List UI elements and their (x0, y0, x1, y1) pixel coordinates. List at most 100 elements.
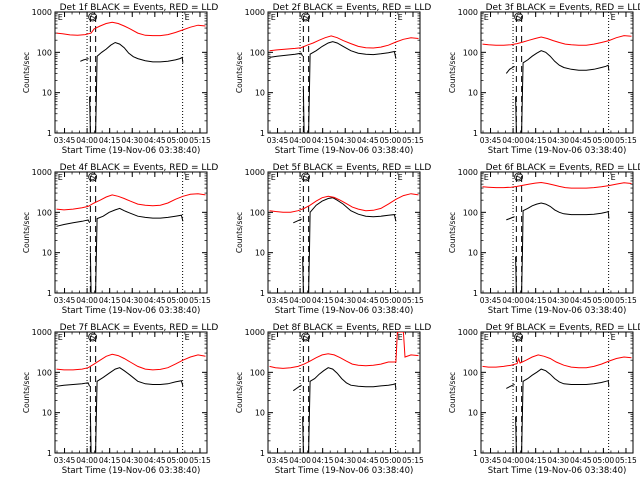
y-axis-label: Counts/sec (22, 52, 31, 93)
x-tick-label: 04:45 (570, 296, 592, 305)
events-line-segment (505, 65, 515, 74)
x-tick-label: 03:45 (54, 136, 76, 145)
y-tick-label: 1000 (245, 328, 265, 337)
y-axis-label: Counts/sec (22, 372, 31, 413)
y-tick-label: 1 (473, 289, 478, 298)
lld-line-segment (482, 354, 632, 369)
x-tick-label: 04:00 (289, 456, 311, 465)
x-tick-label: 04:30 (121, 136, 143, 145)
events-line-segment (521, 50, 610, 133)
events-line-segment (515, 256, 517, 293)
events-line-segment (506, 216, 515, 221)
y-axis-label: Counts/sec (448, 52, 457, 93)
marker-label-s: S (516, 173, 521, 182)
x-tick-label: 04:00 (76, 136, 98, 145)
events-line-segment (521, 202, 610, 293)
y-tick-label: 1000 (245, 8, 265, 17)
y-axis-label: Counts/sec (22, 212, 31, 253)
panel-det-7: Det 7f BLACK = Events, RED = LLD 1 10 100 10… (22, 323, 218, 476)
marker-label-e: E (398, 173, 403, 182)
y-axis-label: Counts/sec (448, 212, 457, 253)
saa-marker-circle (514, 332, 524, 342)
y-tick-label: 1 (260, 449, 265, 458)
events-line-segment (80, 58, 89, 62)
events-line-segment (89, 412, 92, 453)
x-tick-label: 05:00 (380, 456, 402, 465)
marker-label-e: E (58, 333, 63, 342)
y-tick-label: 1000 (32, 328, 52, 337)
panel-title: Det 4f BLACK = Events, RED = LLD (60, 163, 219, 173)
y-tick-label: 1 (260, 289, 265, 298)
x-axis-label: Start Time (19-Nov-06 03:38:40) (275, 146, 414, 156)
lld-line-segment (269, 35, 419, 52)
x-tick-label: 04:15 (525, 456, 547, 465)
marker-label-e: E (611, 13, 616, 22)
y-tick-label: 1000 (458, 168, 478, 177)
x-tick-label: 04:15 (99, 456, 121, 465)
marker-label-s: S (516, 333, 521, 342)
events-line-segment (308, 367, 397, 453)
x-tick-label: 04:45 (357, 136, 379, 145)
y-tick-label: 10 (42, 249, 52, 258)
x-tick-label: 05:00 (593, 136, 615, 145)
y-tick-label: 100 (250, 368, 265, 377)
marker-label-e: E (484, 333, 489, 342)
panel-det-6: Det 6f BLACK = Events, RED = LLD 1 10 100 10… (448, 163, 640, 316)
saa-marker-circle (301, 172, 311, 182)
x-tick-label: 04:15 (312, 296, 334, 305)
events-line-segment (95, 41, 184, 133)
saa-marker-circle (301, 332, 311, 342)
panel-title: Det 5f BLACK = Events, RED = LLD (273, 163, 432, 173)
marker-label-e: E (484, 13, 489, 22)
events-line-segment (302, 416, 304, 453)
x-tick-label: 05:00 (593, 296, 615, 305)
y-tick-label: 1 (47, 289, 52, 298)
marker-label-e: E (611, 173, 616, 182)
y-tick-label: 100 (463, 48, 478, 57)
x-tick-label: 03:45 (267, 456, 289, 465)
x-tick-label: 03:45 (480, 456, 502, 465)
marker-label-s: S (90, 333, 95, 342)
x-tick-label: 04:45 (357, 296, 379, 305)
y-tick-label: 1 (47, 129, 52, 138)
lld-line-segment (482, 181, 632, 189)
panel-det-3: Det 3f BLACK = Events, RED = LLD 1 10 100 10… (448, 3, 640, 156)
x-tick-label: 04:30 (334, 456, 356, 465)
x-tick-label: 05:00 (593, 456, 615, 465)
x-tick-label: 05:00 (167, 456, 189, 465)
y-tick-label: 100 (250, 48, 265, 57)
x-tick-label: 04:15 (99, 136, 121, 145)
x-tick-label: 04:00 (76, 296, 98, 305)
x-tick-label: 05:15 (189, 136, 211, 145)
y-tick-label: 100 (250, 208, 265, 217)
x-tick-label: 04:00 (289, 136, 311, 145)
panel-title: Det 2f BLACK = Events, RED = LLD (273, 3, 432, 13)
x-tick-label: 04:45 (570, 136, 592, 145)
x-tick-label: 04:45 (144, 296, 166, 305)
x-tick-label: 04:30 (334, 136, 356, 145)
events-line-segment (56, 382, 91, 387)
x-tick-label: 05:15 (615, 456, 637, 465)
events-line-segment (302, 256, 304, 293)
x-tick-label: 04:45 (357, 456, 379, 465)
events-line-segment (56, 219, 91, 227)
y-tick-label: 100 (37, 368, 52, 377)
plot-frame (267, 11, 421, 134)
plot-frame (480, 171, 634, 294)
y-tick-label: 1000 (245, 168, 265, 177)
panel-det-1: Det 1f BLACK = Events, RED = LLD 1 10 100 10… (22, 3, 218, 156)
y-tick-label: 10 (42, 409, 52, 418)
marker-label-e: E (398, 13, 403, 22)
x-tick-label: 04:30 (547, 456, 569, 465)
lld-line-segment (56, 21, 206, 37)
marker-label-e: E (484, 173, 489, 182)
panel-title: Det 8f BLACK = Events, RED = LLD (273, 323, 432, 333)
marker-label-e: E (271, 173, 276, 182)
plot-frame (54, 171, 208, 294)
marker-label-s: S (303, 333, 308, 342)
lld-line-segment (269, 193, 419, 213)
x-tick-label: 05:15 (189, 456, 211, 465)
x-tick-label: 04:15 (312, 456, 334, 465)
saa-marker-circle (301, 12, 311, 22)
plot-frame (267, 171, 421, 294)
